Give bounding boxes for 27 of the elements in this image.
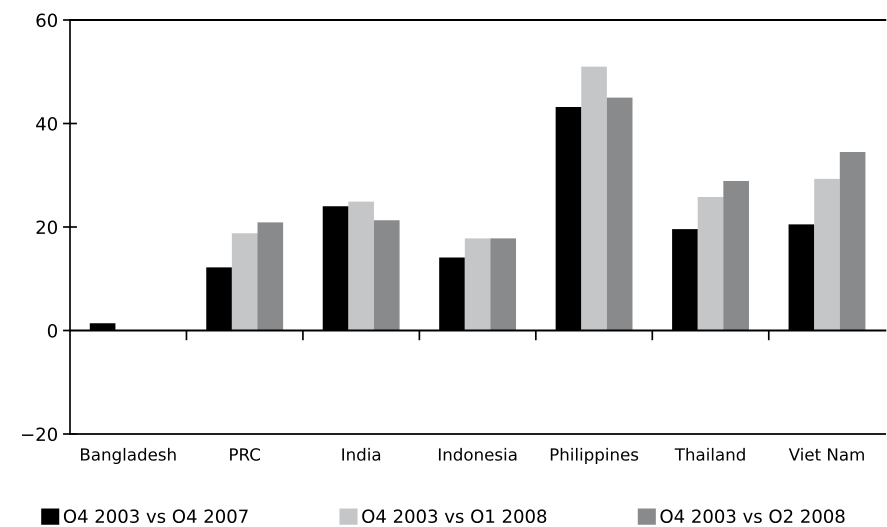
bar [814, 178, 840, 330]
bar [723, 180, 749, 330]
bar [374, 220, 400, 330]
legend-label: O4 2003 vs O4 2007 [64, 509, 248, 524]
x-tick-label: Indonesia [438, 448, 516, 461]
x-tick-label: Thailand [674, 448, 745, 461]
legend-label: O4 2003 vs O1 2008 [362, 509, 546, 524]
x-tick-label: India [342, 448, 380, 461]
y-tick-label: 0 [48, 324, 57, 338]
bar [258, 222, 284, 330]
bar [581, 66, 607, 330]
bar [348, 202, 374, 330]
bar [464, 238, 490, 330]
y-tick-label: 20 [36, 220, 57, 234]
bar [698, 196, 724, 330]
y-tick-label: 40 [36, 116, 57, 131]
y-tick-label: −20 [22, 427, 57, 442]
bar [606, 98, 633, 330]
y-tick-label: 60 [36, 13, 57, 28]
bar [840, 152, 866, 330]
x-tick-label: Bangladesh [81, 448, 176, 464]
bar [232, 233, 258, 330]
legend-label: O4 2003 vs O2 2008 [660, 509, 845, 524]
x-tick-label: Viet Nam [788, 448, 864, 461]
x-tick-label: PRC [230, 448, 260, 461]
bar [490, 238, 516, 330]
x-tick-label: Philippines [550, 448, 638, 464]
